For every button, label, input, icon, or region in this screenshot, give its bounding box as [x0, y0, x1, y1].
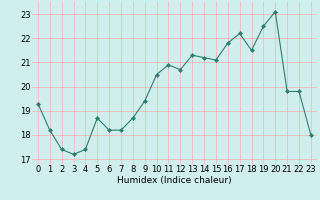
X-axis label: Humidex (Indice chaleur): Humidex (Indice chaleur) [117, 176, 232, 185]
